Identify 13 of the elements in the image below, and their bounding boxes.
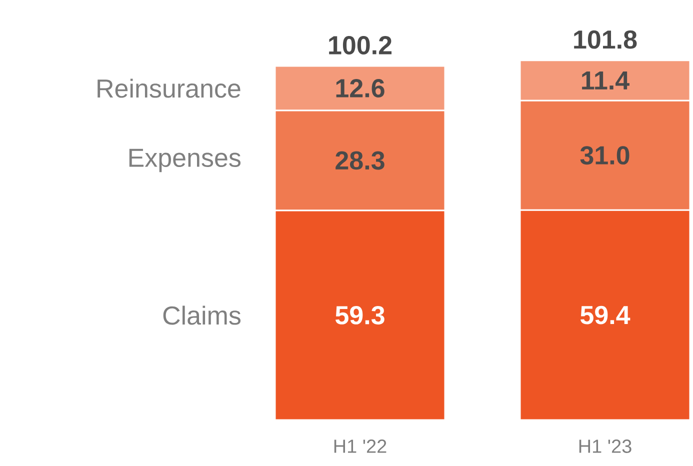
total-label: 101.8 [574, 30, 637, 49]
series-label: Expenses [129, 148, 241, 172]
data-label: 12.6 [336, 79, 384, 98]
series-label: Claims [163, 306, 241, 325]
data-label: 31.0 [580, 146, 630, 165]
x-tick-label: H1 '22 [334, 440, 386, 453]
data-label: 11.4 [582, 72, 630, 90]
total-label: 100.2 [329, 36, 392, 54]
data-label: 59.4 [580, 306, 630, 324]
x-tick-label: H1 '23 [579, 440, 632, 453]
data-label: 28.3 [336, 151, 384, 170]
data-label: 59.3 [336, 306, 384, 324]
series-label: Reinsurance [98, 78, 240, 98]
